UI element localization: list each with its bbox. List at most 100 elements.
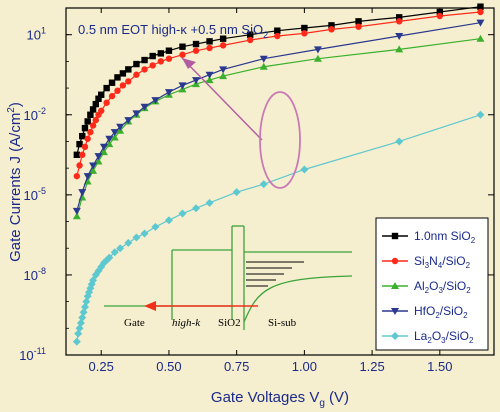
x-tick-label: 1.25 [359,359,384,374]
series-0 [73,3,484,159]
data-point [205,76,214,84]
legend-label: 1.0nm SiO2 [414,229,476,245]
data-point [149,52,156,60]
data-point [274,32,281,40]
legend-marker [391,257,399,265]
data-point [179,51,186,58]
data-point [247,36,254,44]
data-point [300,165,309,174]
data-point [259,180,268,189]
data-point [89,106,97,113]
data-point [103,84,110,92]
data-point [83,173,92,181]
data-point [259,55,268,63]
inset-tunnel-arrowhead [144,301,156,311]
x-tick-label: 1.50 [427,359,452,374]
y-axis-label: Gate Currents J (A/cm2) [6,102,24,262]
data-point [110,248,119,257]
data-point [76,162,83,169]
data-point [206,44,213,52]
x-tick-label: 0.75 [224,359,249,374]
data-point [179,43,186,50]
data-point [133,60,140,68]
data-point [81,124,89,132]
inset-label-highk: high-k [172,317,201,329]
legend-item: Si3N4/SiO2 [382,254,471,270]
series-line-2 [76,38,481,217]
inset-quantized-levels [246,261,304,287]
annotation-arrowhead [182,58,196,69]
annotation-arrow [181,57,263,141]
data-point [178,82,187,90]
data-point [476,19,485,27]
data-point [110,129,119,137]
data-point [89,166,98,174]
data-point [98,91,105,98]
legend-label: HfO2/SiO2 [414,304,468,320]
data-point [72,337,81,346]
legend-item: HfO2/SiO2 [382,304,468,320]
inset-label-sio2: SiO2 [218,317,241,329]
data-point [116,244,125,253]
y-tick-label: 10-2 [24,106,46,123]
data-point [476,110,485,119]
legend-label: Si3N4/SiO2 [414,254,471,270]
data-point [72,207,81,215]
data-point [301,24,308,32]
data-point [313,46,322,54]
data-point [124,238,133,247]
data-point [105,135,114,143]
data-point [328,26,335,33]
legend-marker [391,332,399,340]
y-tick-label: 101 [27,26,46,43]
data-point [247,31,254,38]
data-point [79,132,86,140]
data-point [125,66,132,73]
data-point [178,209,187,218]
data-point [355,23,362,30]
legend-label: Al2O3/SiO2 [414,279,471,295]
data-point [89,276,98,285]
series-line-3 [76,22,481,212]
data-point [140,103,149,111]
data-point [151,97,160,105]
x-tick-label: 0.25 [89,359,114,374]
inset-band-diagram: Gate high-k SiO2 Si-sub [104,225,353,330]
data-point [301,30,308,37]
legend-item: 1.0nm SiO2 [382,229,476,245]
legend-item: Al2O3/SiO2 [382,279,471,295]
data-point [103,99,110,106]
data-point [328,22,335,29]
data-point [219,35,227,42]
data-point [141,56,148,64]
y-tick-label: 10-5 [24,186,46,203]
data-point [105,140,114,148]
legend-item: La2O3/SiO2 [382,329,474,345]
axis-layer: 0.25 0.50 0.75 1.00 1.25 1.50 101 10-2 10-5 10-8 1… [19,7,494,374]
data-point [110,133,119,141]
data-point [192,40,200,48]
x-axis-label: Gate Voltages Vg (V) [211,389,349,409]
y-tick-label: 10-8 [24,266,46,283]
data-point [192,47,200,54]
data-point [219,66,228,74]
data-point [165,47,173,54]
data-point [99,143,108,151]
data-point [98,107,105,114]
data-point [89,122,97,129]
data-point [132,233,141,242]
data-point [395,45,404,53]
data-point [79,151,86,159]
data-point [73,172,81,180]
annotation-sub: 2 [263,30,268,40]
legend-marker [391,308,399,315]
series-1 [73,8,484,180]
legend-marker [391,282,399,289]
data-point [355,18,362,25]
data-point [73,151,81,159]
data-point [151,222,160,231]
legend-label: La2O3/SiO2 [414,329,474,345]
data-point [94,153,103,161]
data-point [124,117,133,125]
data-point [140,229,149,238]
